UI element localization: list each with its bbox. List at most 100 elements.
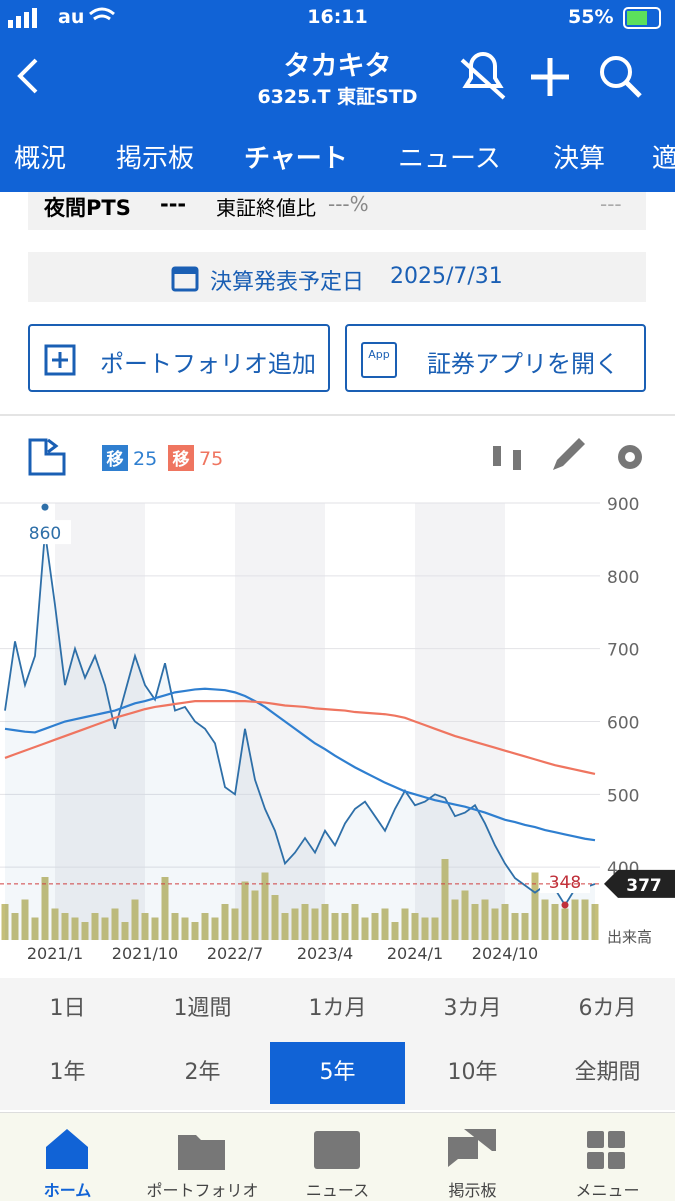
volume-bar — [311, 908, 319, 940]
volume-bar — [71, 917, 79, 940]
legend-name: 75 — [199, 448, 223, 470]
nav-icons — [46, 1129, 625, 1170]
volume-bar — [231, 908, 239, 940]
volume-bar — [1, 904, 9, 940]
range-button[interactable]: 2年 — [184, 1060, 221, 1085]
y-tick-label: 700 — [607, 641, 639, 661]
range-button[interactable]: 全期間 — [574, 1060, 641, 1085]
volume-bar — [161, 877, 169, 940]
portfolio-button[interactable]: ポートフォリオ追加 — [28, 324, 330, 392]
high-label-bg — [19, 520, 71, 545]
range-panel: 1日 1週間 1カ月 3カ月 6カ月 1年 2年 5年 10年 全期間 — [0, 978, 675, 1110]
y-tick-label: 600 — [607, 714, 639, 734]
folder-icon — [178, 1135, 225, 1170]
volume-bar — [171, 913, 179, 940]
range-button[interactable]: 1カ月 — [308, 996, 367, 1021]
chart-switch-icon[interactable] — [28, 438, 66, 476]
add[interactable] — [531, 58, 569, 96]
volume-bar — [51, 908, 59, 940]
battery — [623, 7, 661, 29]
volume-bar — [61, 913, 69, 940]
alert-off[interactable] — [460, 52, 506, 100]
last-price-label: 377 — [626, 876, 662, 896]
volume-bar — [141, 913, 149, 940]
volume-bar — [461, 890, 469, 940]
volume-bar — [31, 917, 39, 940]
tab[interactable]: 決算 — [553, 144, 606, 174]
legend-badge-text: 移 — [107, 449, 124, 470]
signal — [8, 8, 37, 28]
clock: 16:11 — [307, 6, 368, 28]
tab[interactable]: チャート — [244, 144, 348, 174]
volume-bar — [291, 908, 299, 940]
range-button[interactable]: 5年 — [270, 1042, 405, 1104]
volume-bar — [131, 899, 139, 940]
range-button[interactable]: 1日 — [49, 996, 86, 1021]
title: タカキタ — [283, 51, 392, 82]
volume-bar — [521, 913, 529, 940]
pts-label: 夜間PTS — [44, 196, 131, 220]
series-line — [4, 700, 596, 776]
volume-bar — [101, 917, 109, 940]
search[interactable] — [600, 56, 632, 88]
volume-bar — [201, 913, 209, 940]
wifi — [89, 7, 115, 21]
calendar-icon — [171, 266, 199, 292]
volume-bar — [571, 899, 579, 940]
volume-bar — [251, 890, 259, 940]
volume-bar — [421, 917, 429, 940]
legend-badge-text: 移 — [173, 449, 190, 470]
volume-bar — [381, 908, 389, 940]
volume-bar — [41, 877, 49, 940]
portfolio-text: ポートフォリオ追加 — [100, 350, 316, 378]
range-button[interactable]: 3カ月 — [443, 996, 502, 1021]
nav-item[interactable]: ホーム — [43, 1181, 92, 1200]
y-tick-label: 800 — [607, 568, 639, 588]
tab[interactable]: 掲示板 — [116, 144, 195, 174]
volume-bar — [551, 904, 559, 940]
volume-bar — [11, 913, 19, 940]
volume-bar — [471, 904, 479, 940]
earnings[interactable]: 決算発表予定日 2025/7/31 — [28, 252, 646, 302]
range-button[interactable]: 1年 — [49, 1060, 86, 1085]
search-handle — [624, 80, 642, 98]
x-tick-label: 2024/10 — [472, 944, 538, 963]
battery-level — [627, 11, 647, 25]
volume-bar — [221, 904, 229, 940]
volume-bar — [281, 913, 289, 940]
volume-bar — [331, 913, 339, 940]
tab[interactable]: 概況 — [14, 144, 67, 174]
volume-bar — [361, 917, 369, 940]
tab[interactable]: 適 — [652, 144, 675, 174]
nav-item[interactable]: ニュース — [305, 1181, 370, 1200]
nav-item[interactable]: ポートフォリオ — [146, 1181, 259, 1200]
volume-bar — [241, 881, 249, 940]
tab[interactable]: ニュース — [398, 144, 501, 174]
volume-bar — [401, 908, 409, 940]
open-app-button[interactable]: App 証券アプリを開く — [345, 324, 646, 392]
menu-icon — [587, 1131, 625, 1169]
volume-bar — [431, 917, 439, 940]
earnings-date: 2025/7/31 — [390, 264, 503, 289]
y-tick-label: 900 — [607, 495, 639, 515]
open-app-text: 証券アプリを開く — [427, 350, 619, 378]
range-button[interactable]: 1週間 — [173, 996, 232, 1021]
volume-bar — [121, 922, 129, 940]
volume-bar — [351, 904, 359, 940]
bottom-nav: ホーム ポートフォリオ ニュース 掲示板 メニュー — [0, 1112, 675, 1201]
pts-value: --- — [160, 192, 187, 216]
back[interactable] — [17, 58, 38, 94]
volume-bar — [541, 899, 549, 940]
home-icon — [46, 1129, 88, 1169]
carrier: au — [58, 6, 85, 28]
pts-row: 夜間PTS --- 東証終値比 ---% --- — [28, 192, 646, 230]
y-tick-label: 500 — [607, 786, 639, 806]
x-tick-label: 2024/1 — [387, 944, 443, 963]
range-button[interactable]: 10年 — [447, 1060, 498, 1085]
nav-item[interactable]: メニュー — [575, 1181, 640, 1200]
range-button[interactable]: 6カ月 — [578, 996, 637, 1021]
volume-bar — [591, 904, 599, 940]
volume-bar — [511, 913, 519, 940]
nav-item[interactable]: 掲示板 — [448, 1181, 497, 1200]
volume-bar — [151, 917, 159, 940]
